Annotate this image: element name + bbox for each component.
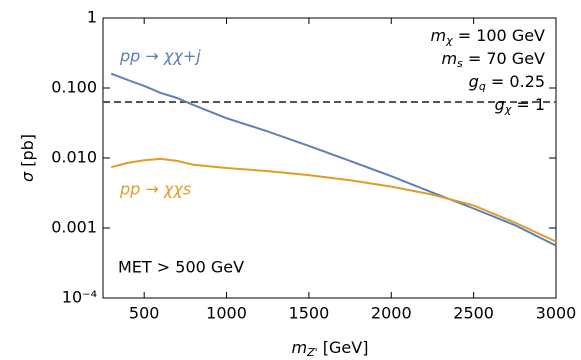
y-axis-symbol: σ	[18, 171, 37, 182]
annotation: MET > 500 GeV	[118, 258, 244, 277]
parameter-subscript: χ	[445, 34, 453, 47]
parameter-subscript: s	[457, 57, 463, 70]
y-tick-label: 0.001	[51, 218, 97, 237]
x-axis-subscript: Z'	[306, 346, 318, 359]
x-tick-label: 2500	[453, 304, 494, 323]
series-line	[110, 72, 557, 247]
y-tick-label: 0.010	[51, 148, 97, 167]
y-tick-label: 0.100	[51, 78, 97, 97]
parameter: mχ = 100 GeV	[431, 26, 546, 48]
parameter-value: = 100 GeV	[453, 26, 545, 45]
parameter: gχ = 1	[495, 95, 545, 117]
series-line	[110, 157, 557, 243]
parameter-subscript: χ	[504, 103, 512, 116]
parameter-value: = 70 GeV	[463, 49, 545, 68]
x-axis-unit: [GeV]	[318, 338, 369, 357]
y-tick-label: 1	[87, 8, 97, 27]
series-label: pp → χχ+j	[119, 47, 201, 66]
series-label: pp → χχs	[119, 180, 191, 199]
parameter-value: = 0.25	[486, 72, 545, 91]
parameter-subscript: q	[479, 80, 486, 93]
parameter-symbol: g	[469, 72, 479, 91]
parameter-value: = 1	[511, 95, 545, 114]
parameter: ms = 70 GeV	[441, 49, 545, 71]
parameter-symbol: m	[431, 26, 447, 45]
x-tick-label: 2000	[371, 304, 412, 323]
x-tick-label: 3000	[536, 304, 577, 323]
y-tick-label: 10⁻⁴	[62, 288, 97, 307]
parameter-symbol: m	[441, 49, 457, 68]
x-axis-label: mZ' [GeV]	[292, 338, 369, 360]
y-axis-unit: [pb]	[18, 134, 37, 172]
x-tick-label: 1000	[206, 304, 247, 323]
parameter: gq = 0.25	[469, 72, 545, 94]
y-axis-label: σ [pb]	[18, 134, 37, 182]
x-tick-label: 1500	[289, 304, 330, 323]
x-axis-symbol: m	[292, 338, 308, 357]
parameter-symbol: g	[495, 95, 505, 114]
x-tick-label: 500	[129, 304, 160, 323]
